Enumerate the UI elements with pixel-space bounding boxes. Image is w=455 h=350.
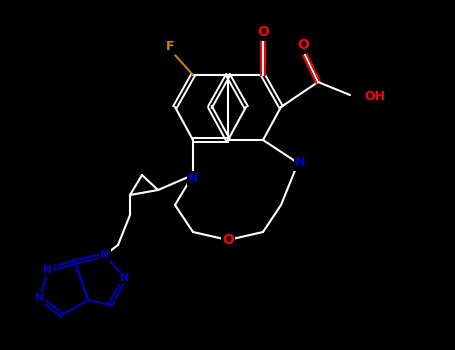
Text: O: O [222,233,234,247]
Text: O: O [257,25,269,39]
Text: F: F [166,41,174,54]
Text: N: N [43,265,53,275]
Text: N: N [121,273,130,283]
Text: OH: OH [364,91,385,104]
Text: O: O [297,38,309,52]
Text: N: N [101,250,110,260]
Text: N: N [188,172,198,184]
Text: N: N [295,156,305,169]
Text: N: N [35,293,45,303]
